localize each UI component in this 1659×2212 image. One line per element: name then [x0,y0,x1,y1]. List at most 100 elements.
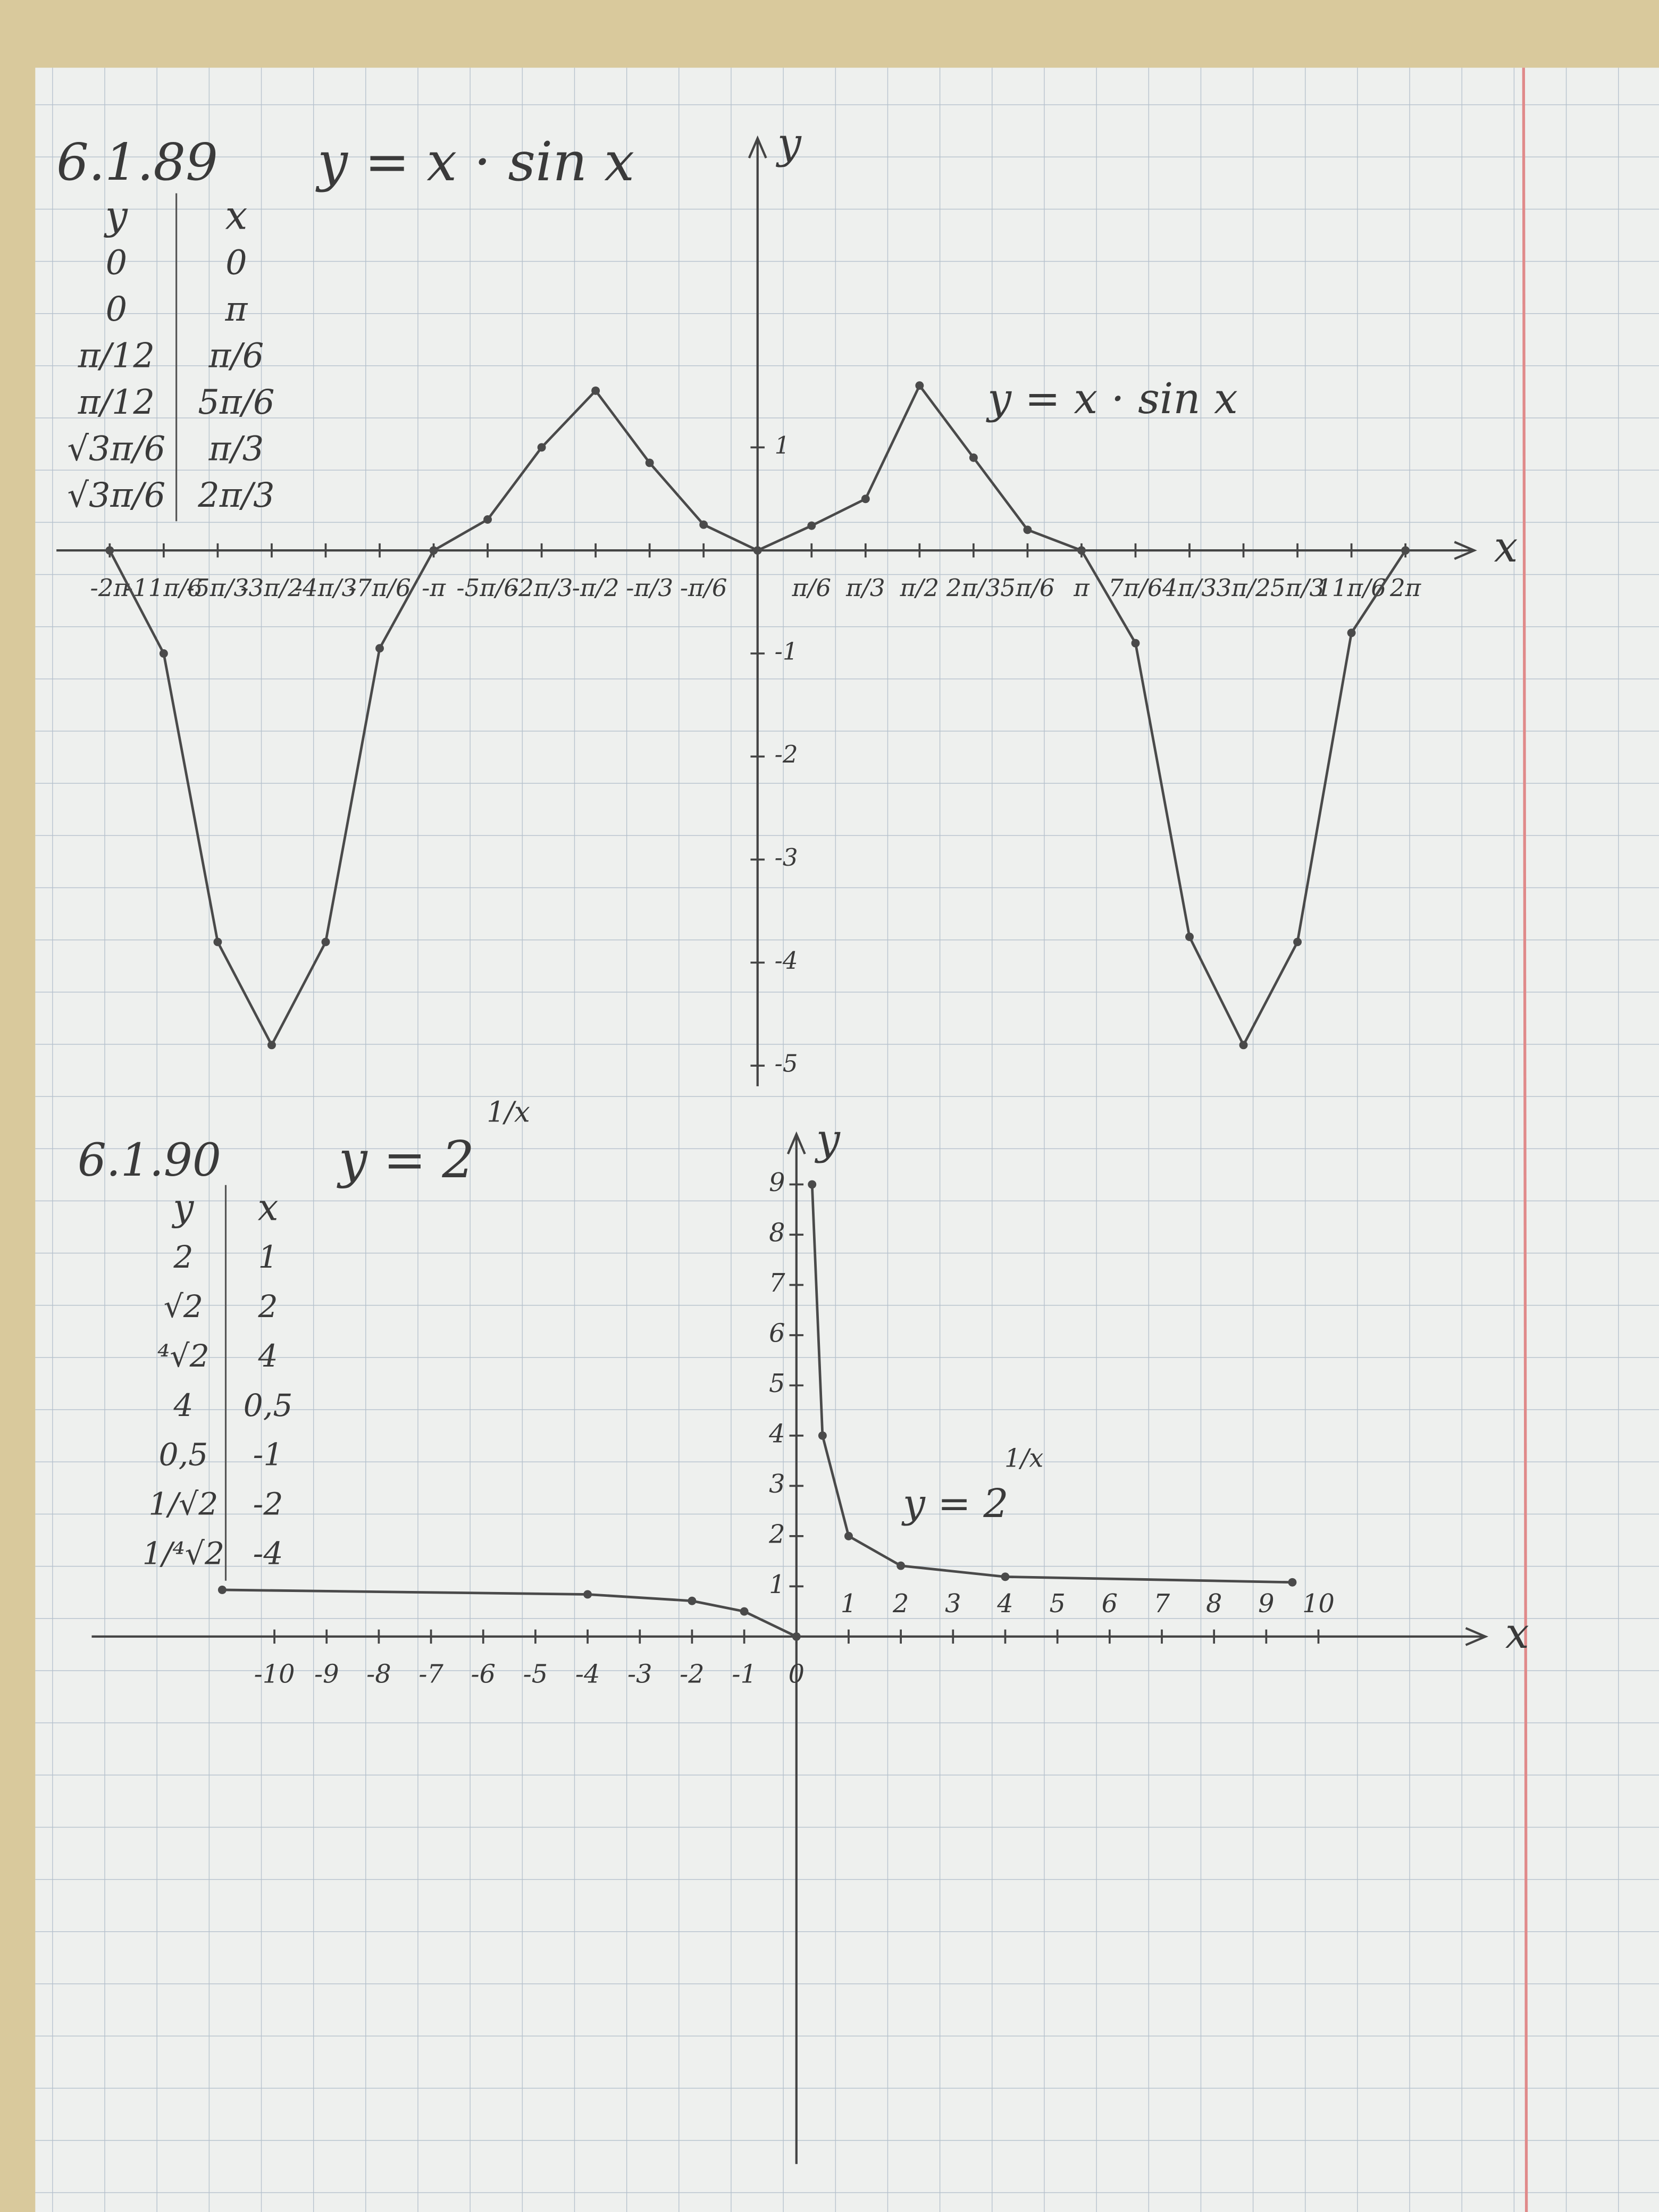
x-tick-label: -5π/3 [187,574,249,602]
x-tick-label: -2 [680,1660,705,1689]
x-arrow [1454,541,1477,560]
table-cell: ⁴√2 [157,1338,210,1374]
point [483,515,492,524]
y-tick-label: -2 [775,740,798,768]
point [1185,932,1194,941]
table-cell: √3π/6 [67,429,165,468]
x-tick-label: 3π/2 [1216,574,1270,602]
curve-label: y = 2 [901,1480,1009,1527]
point [159,649,168,658]
x-tick-label: -1 [732,1660,757,1689]
x-tick-label: π/6 [792,574,832,602]
point [1001,1572,1010,1581]
table-header: y [171,1186,194,1229]
table-cell: 0 [225,243,247,282]
x-tick-label: -10 [254,1660,295,1689]
point [1077,546,1086,555]
y-tick-label: 5 [769,1369,785,1398]
chart-sin: 6.1.89 y = x · sin x y = x · sin x xy-2π… [56,119,1518,1086]
point [896,1561,906,1570]
x-axis-label: x [1505,1608,1529,1658]
point [645,458,654,467]
point [217,1585,227,1594]
x-tick-label: 10 [1302,1589,1335,1619]
chart-title: 6.1.89 [56,132,218,192]
x-tick-label: -9 [314,1660,339,1689]
point [1131,639,1140,648]
x-tick-label: -π [422,574,446,602]
x-tick-label: π/2 [900,574,940,602]
table-cell: √3π/6 [67,476,165,515]
point [583,1590,592,1599]
table-cell: 4 [258,1338,278,1374]
y-tick-label: 8 [769,1219,785,1248]
formula-exponent: 1/x [487,1095,530,1128]
x-tick-label: -7π/6 [348,574,410,602]
point [969,453,978,462]
point [105,546,114,555]
table-header: y [104,192,128,239]
point [429,546,438,555]
y-tick-label: 7 [769,1269,785,1298]
y-tick-label: 3 [769,1470,785,1499]
point [844,1531,853,1540]
y-tick-label: -4 [775,946,798,975]
x-tick-label: -3 [627,1660,652,1689]
table-cell: 0 [106,243,128,282]
x-tick-label: -4π/3 [295,574,357,602]
x-tick-label: 0 [789,1660,805,1689]
x-tick-label: π [1073,574,1090,602]
y-tick-label: 1 [775,431,790,459]
table-cell: 0,5 [244,1387,293,1423]
table-cell: 4 [173,1387,193,1423]
x-tick-label: -π/6 [680,574,727,602]
x-axis-label: x [1494,522,1518,572]
margin-line [1522,68,1528,2212]
x-tick-label: -2π/3 [510,574,573,602]
point [375,644,384,653]
x-tick-label: -8 [366,1660,391,1689]
x-tick-label: 7 [1154,1589,1170,1619]
table-cell: √2 [164,1288,203,1325]
x-tick-label: 3 [945,1589,961,1619]
x-tick-label: -π/2 [572,574,619,602]
y-tick-label: 9 [769,1168,785,1197]
table-cell: π/12 [78,383,155,422]
x-tick-label: 8 [1206,1589,1222,1619]
chart-exp: 6.1.90 y = 2 1/x y = 2 1/x xy-10 -9 -8 -7 -6… [78,1095,1529,2164]
point [1401,546,1410,555]
point [1239,1041,1248,1050]
table-cell: 0 [106,290,128,329]
x-tick-label: -6 [471,1660,496,1689]
x-tick-label: 5π/6 [1000,574,1054,602]
table-cell: π [224,290,248,329]
table-cell: 0,5 [158,1437,208,1473]
x-arrow [1465,1627,1489,1646]
y-axis-label: y [815,1115,841,1164]
point [753,546,762,555]
formula: y = 2 [337,1130,474,1189]
x-tick-label: π/3 [845,574,885,602]
x-tick-label: 6 [1102,1589,1118,1619]
point [688,1596,697,1605]
formula: y = x · sin x [315,130,634,193]
x-tick-label: 2 [892,1589,909,1619]
table-cell: -2 [253,1486,283,1522]
point [267,1041,276,1050]
table-cell: π/6 [208,336,264,375]
y-tick-label: 6 [769,1319,785,1348]
x-tick-label: -7 [418,1660,443,1689]
point [699,520,708,529]
table-cell: 5π/6 [198,383,274,422]
y-tick-label: 1 [769,1570,785,1599]
paper-grid [35,68,1659,2212]
table-cell: 2 [258,1288,278,1325]
point [808,1180,817,1189]
x-tick-label: -3π/2 [240,574,303,602]
y-tick-label: -5 [775,1050,798,1078]
table-cell: 2 [173,1239,193,1275]
point [818,1431,827,1440]
x-tick-label: 2π [1389,574,1422,602]
y-axis-label: y [776,119,802,168]
